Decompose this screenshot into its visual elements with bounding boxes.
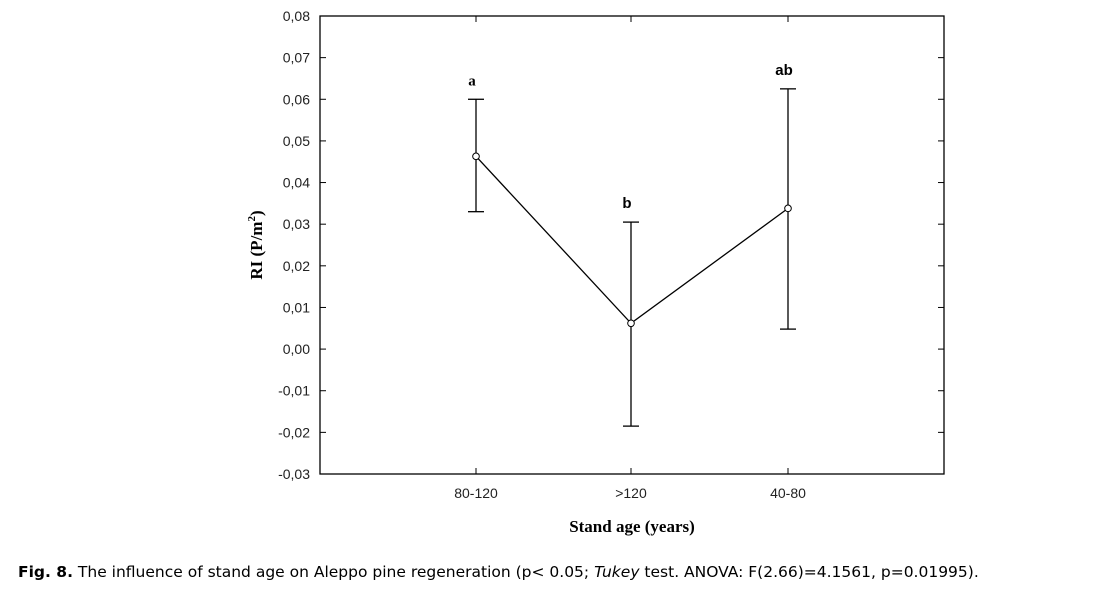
y-tick-label: 0,02: [283, 258, 310, 274]
x-tick-label: 80-120: [454, 485, 498, 501]
y-tick-label: 0,04: [283, 175, 310, 191]
x-tick-label: 40-80: [770, 485, 806, 501]
caption-italic: Tukey: [594, 563, 640, 581]
figure-caption: Fig. 8. The influence of stand age on Al…: [18, 563, 979, 581]
group-letter: ab: [775, 62, 793, 79]
y-tick-label: -0,01: [278, 383, 310, 399]
y-tick-label: 0,03: [283, 216, 310, 232]
chart: -0,03 -0,02 -0,01 0,00 0,01 0,02 0,03 0,04 0,05 0…: [246, 8, 945, 536]
y-tick-label: -0,02: [278, 424, 310, 440]
y-axis-label: RI (P/m2): [246, 210, 266, 279]
x-tick-label: >120: [615, 485, 647, 501]
data-point: [784, 204, 792, 213]
y-tick-label: 0,06: [283, 91, 310, 107]
caption-label: Fig. 8.: [18, 563, 73, 581]
group-letter: a: [468, 73, 476, 89]
data-point: [627, 319, 635, 328]
plot-frame: [319, 15, 945, 475]
group-letter: b: [622, 195, 631, 212]
data-point: [472, 152, 480, 161]
y-tick-label: 0,05: [283, 133, 310, 149]
y-tick-label: 0,07: [283, 50, 310, 66]
series-line: [475, 155, 789, 325]
caption-text-end: test. ANOVA: F(2.66)=4.1561, p=0.01995).: [639, 563, 979, 581]
y-tick-label: -0,03: [278, 466, 310, 482]
y-tick-label: 0,00: [283, 341, 310, 357]
x-axis-label: Stand age (years): [569, 517, 695, 536]
y-tick-label: 0,08: [283, 8, 310, 24]
y-tick-label: 0,01: [283, 299, 310, 315]
caption-text: The influence of stand age on Aleppo pin…: [72, 563, 595, 581]
